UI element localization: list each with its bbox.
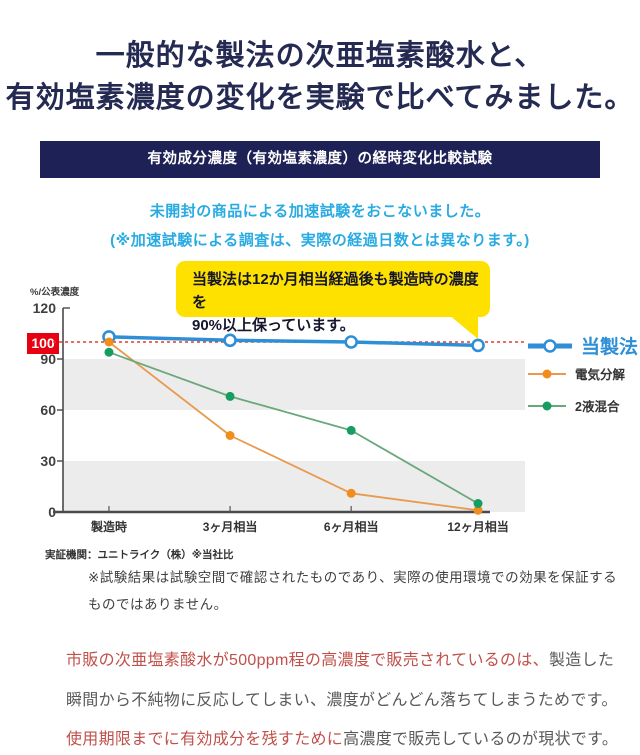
verification-agency-note: 実証機関：ユニトライク（株）※当社比 [45,549,234,561]
data-point-当製法 [471,338,485,353]
callout-bubble: 当製法は12か月相当経過後も製造時の濃度を 90%以上保っています。 [176,261,490,334]
legend-item-当製法: 当製法 [528,332,638,359]
data-point-電気分解 [225,431,235,440]
legend-marker-icon [528,369,566,378]
data-point-電気分解 [104,337,114,347]
page-title-line2: 有効塩素濃度の変化を実験で比べてみました。 [5,80,635,114]
series-line-当製法 [108,335,479,348]
market-explanation-note: 市販の次亜塩素酸水が500ppm程の高濃度で販売されているのは、製造した瞬間から… [66,641,618,755]
legend-item-2液混合: 2液混合 [528,396,619,415]
data-point-当製法 [344,335,358,349]
legend-label: 電気分解 [575,368,626,382]
y-tick-label-90: 90 [40,351,56,367]
section-banner: 有効成分濃度（有効塩素濃度）の経時変化比較試験 [40,141,600,178]
series-line-2液混合 [108,351,479,505]
line-chart-plot [53,307,525,515]
chart-band [63,359,525,410]
chart-band [63,461,525,512]
legend-label: 2液混合 [575,400,620,414]
y-tick-label-60: 60 [40,402,56,418]
market-note-line: 市販の次亜塩素酸水が500ppm程の高濃度で販売されているのは、製造した [66,641,618,681]
acceleration-note-line1: 未開封の商品による加速試験をおこないました。 [149,203,491,220]
test-disclaimer: ※試験結果は試験空間で確認されたものであり、実際の使用環境での効果を保証する も… [88,564,617,618]
data-point-2液混合 [473,499,483,508]
market-note-segment-red: 市販の次亜塩素酸水が500ppm程の高濃度で販売されているのは、 [66,652,549,669]
callout-line1: 当製法は12か月相当経過後も製造時の濃度を [192,271,479,311]
disclaimer-line2: ものではありません。 [88,597,228,612]
callout-tail [448,314,478,339]
y-tick-label-120: 120 [32,300,56,316]
x-tick-label-2: 3ヶ月相当 [202,520,258,534]
market-note-segment-gray: 瞬間から不純物に反応してしまい、濃度がどんどん落ちてしまうためです。 [66,691,618,709]
data-point-電気分解 [473,505,483,515]
series-line-電気分解 [108,341,479,512]
acceleration-note-line2: (※加速試験による調査は、実際の経過日数とは異なります。) [110,232,530,249]
legend-marker-icon [528,338,572,353]
disclaimer-line1: ※試験結果は試験空間で確認されたものであり、実際の使用環境での効果を保証する [88,570,618,585]
market-note-line: 使用期限までに有効成分を残すために高濃度で販売しているのが現状です。 [66,720,618,755]
y-axis-label: %/公表濃度 [30,287,80,298]
page-title: 一般的な製法の次亜塩素酸水と、有効塩素濃度の変化を実験で比べてみました。 [0,34,640,118]
y-tick-label-0: 0 [48,504,56,520]
data-point-電気分解 [346,488,356,498]
page-title-line1: 一般的な製法の次亜塩素酸水と、 [95,38,545,72]
legend-marker-icon [528,401,566,410]
data-point-当製法 [223,333,237,348]
market-note-segment-gray: 高濃度で販売しているのが現状です。 [343,731,619,748]
market-note-segment-gray: 製造した [548,652,615,669]
data-point-2液混合 [346,425,356,435]
legend-item-電気分解: 電気分解 [528,364,625,383]
reference-100-badge: 100 [27,333,59,354]
data-point-2液混合 [225,391,235,401]
data-point-2液混合 [104,347,114,357]
x-tick-label-3: 6ヶ月相当 [323,520,379,534]
y-tick-label-30: 30 [40,453,56,469]
market-note-line: 瞬間から不純物に反応してしまい、濃度がどんどん落ちてしまうためです。 [66,681,618,721]
x-tick-label-4: 12ヶ月相当 [447,520,509,534]
callout-line2: 90%以上保っています。 [192,317,355,334]
legend-label: 当製法 [581,337,639,358]
market-note-segment-red: 使用期限までに有効成分を残すために [66,731,344,748]
x-tick-label-1: 製造時 [90,520,127,534]
acceleration-test-note: 未開封の商品による加速試験をおこないました。 (※加速試験による調査は、実際の経… [0,197,640,255]
